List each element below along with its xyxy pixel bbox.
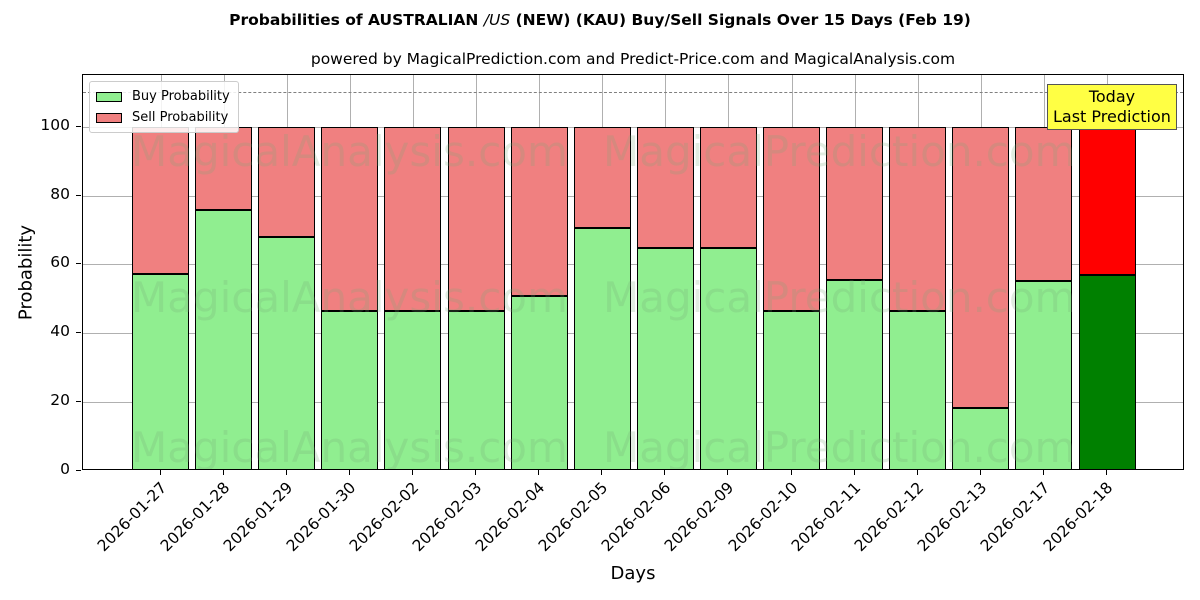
sell-bar <box>447 126 505 312</box>
buy-bar <box>258 237 316 469</box>
sell-bar <box>258 126 316 238</box>
sell-bar <box>1015 126 1073 281</box>
y-tick-label: 0 <box>60 460 70 478</box>
legend-item-buy: Buy Probability <box>96 86 230 107</box>
x-tick-mark <box>1106 470 1107 475</box>
sell-bar <box>889 126 947 311</box>
x-tick-mark <box>159 470 161 475</box>
sell-bar <box>195 126 253 210</box>
legend-swatch-buy <box>96 91 122 102</box>
y-tick-mark <box>76 332 81 334</box>
y-tick-mark <box>76 401 81 403</box>
sell-bar <box>132 126 189 275</box>
plot-area: MagicalAnalysis.com MagicalAnalysis.com Ma… <box>82 74 1184 470</box>
reference-line <box>83 92 1183 94</box>
buy-bar <box>384 311 442 469</box>
x-tick-mark <box>664 470 666 475</box>
x-tick-mark <box>475 470 476 475</box>
chart-title: Probabilities of AUSTRALIAN /US (NEW) (K… <box>229 11 971 29</box>
legend: Buy Probability Sell Probability <box>89 81 239 133</box>
buy-bar <box>195 209 253 469</box>
x-tick-mark <box>727 470 729 475</box>
sell-bar <box>384 126 442 312</box>
sell-bar <box>321 126 379 312</box>
sell-bar <box>763 126 820 311</box>
x-tick-mark <box>285 470 287 475</box>
grid-line-h <box>83 264 1183 266</box>
x-tick-mark <box>538 470 540 475</box>
sell-bar <box>573 126 631 228</box>
x-tick-mark <box>979 470 981 475</box>
buy-bar <box>636 248 694 469</box>
sell-bar <box>1078 126 1136 275</box>
x-tick-mark <box>411 470 413 475</box>
buy-bar <box>889 310 947 469</box>
x-tick-mark <box>916 470 918 475</box>
y-tick-mark <box>76 470 81 471</box>
x-tick-mark <box>601 470 603 475</box>
x-tick-mark <box>348 470 350 475</box>
sell-bar <box>510 126 568 297</box>
y-tick-mark <box>76 194 81 196</box>
grid-line-h <box>83 195 1183 197</box>
y-axis-label: Probability <box>15 224 37 321</box>
buy-bar <box>447 311 505 469</box>
annotation-line2: Last Prediction <box>1053 107 1171 126</box>
y-tick-mark <box>76 263 81 265</box>
buy-bar <box>132 274 189 469</box>
legend-swatch-sell <box>96 112 122 123</box>
legend-item-sell: Sell Probability <box>96 107 230 128</box>
buy-bar <box>699 248 757 469</box>
y-tick-label: 80 <box>50 184 70 203</box>
legend-label-sell: Sell Probability <box>132 110 229 125</box>
x-tick-mark <box>853 470 855 475</box>
grid-line-h <box>83 333 1183 335</box>
y-tick-label: 40 <box>50 322 70 341</box>
x-tick-mark <box>790 470 792 475</box>
x-tick-mark <box>1042 470 1044 475</box>
sell-bar <box>699 126 757 249</box>
x-tick-mark <box>222 470 224 475</box>
annotation-line1: Today <box>1088 87 1136 106</box>
y-tick-mark <box>76 125 81 127</box>
y-tick-label: 20 <box>50 391 70 410</box>
buy-bar <box>826 280 884 469</box>
sell-bar <box>826 126 884 281</box>
buy-bar <box>952 407 1010 469</box>
grid-line-h <box>83 126 1183 128</box>
grid-line-h <box>83 402 1183 404</box>
buy-bar <box>321 311 379 469</box>
y-tick-label: 100 <box>40 115 70 134</box>
buy-bar <box>510 296 568 469</box>
today-annotation: Today Last Prediction <box>1047 84 1177 130</box>
sell-bar <box>636 126 694 249</box>
chart-subtitle: powered by MagicalPrediction.com and Pre… <box>310 50 956 68</box>
buy-bar <box>1078 274 1136 469</box>
x-axis-label: Days <box>610 563 656 584</box>
y-tick-label: 60 <box>50 253 70 272</box>
buy-bar <box>763 310 820 469</box>
legend-label-buy: Buy Probability <box>132 89 230 104</box>
buy-bar <box>573 227 631 469</box>
buy-bar <box>1015 280 1073 469</box>
sell-bar <box>952 126 1010 408</box>
